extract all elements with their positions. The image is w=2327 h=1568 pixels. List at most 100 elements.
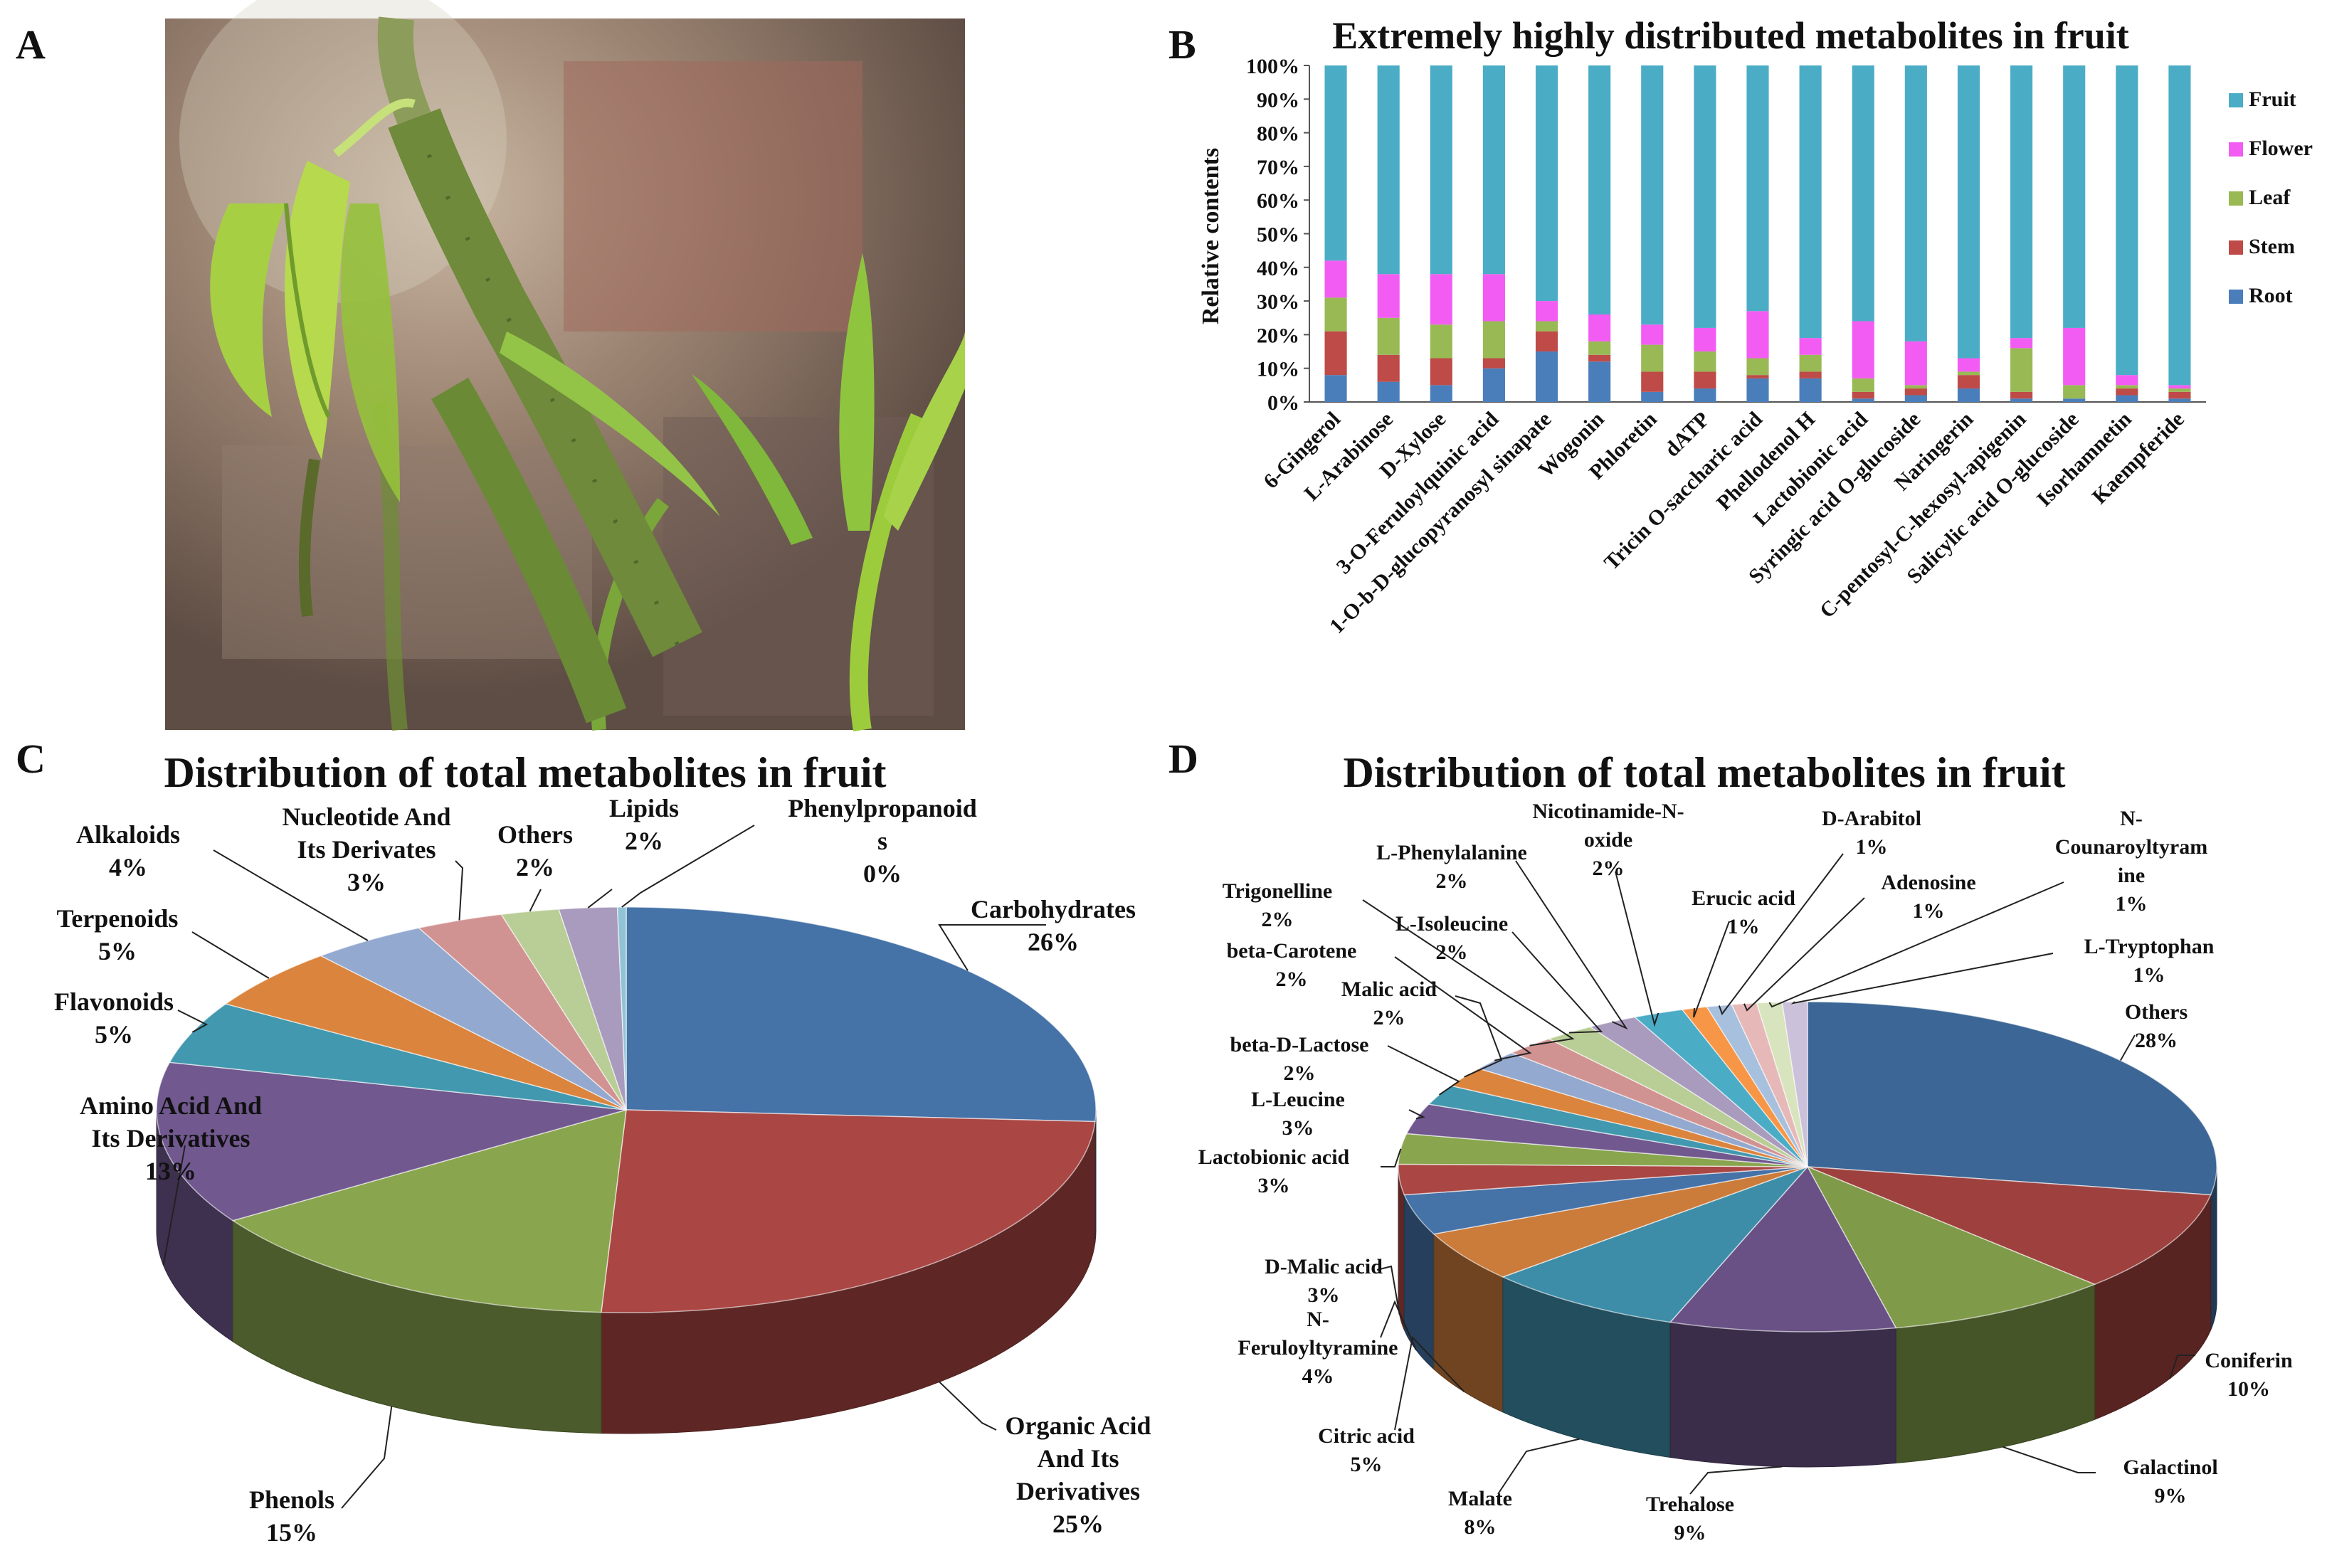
pie-label-text: 8% [1465, 1515, 1497, 1539]
bar-phellodenol-h-stem [1799, 371, 1822, 378]
pie-label-text: 1% [1913, 899, 1945, 923]
pie-label: Citric acid 5% [1318, 1335, 1465, 1476]
pie-label-text: 5% [95, 1020, 133, 1049]
leader-line [1362, 899, 1575, 1047]
pie-label-text: N- [1307, 1308, 1329, 1331]
leader-line [1455, 995, 1503, 1078]
bar-d-xylose-flower [1430, 274, 1452, 325]
bar-wogonin-leaf [1588, 341, 1611, 355]
bar-1-o-b-d-glucopyranosyl-sinapate-flower [1535, 301, 1558, 322]
bar-salicylic-acid-o-glucoside-root [2063, 398, 2086, 402]
pie-label: Lactobionic acid 3% [1198, 1145, 1402, 1197]
bar-1-o-b-d-glucopyranosyl-sinapate-stem [1535, 331, 1558, 352]
leader-line [1376, 1265, 1400, 1315]
pie-label: beta-D-Lactose 2% [1230, 1033, 1460, 1096]
pie-slice-amino-acid-and-its-derivatives [156, 1061, 627, 1222]
pie-label-text: 2% [1593, 857, 1625, 880]
leader-line [191, 931, 270, 979]
pie-label-text: Malic acid [1341, 978, 1437, 1001]
bar-c-pentosyl-c-hexosyl-apigenin-flower [2010, 338, 2033, 349]
chart-b-ylabel: Relative contents [1198, 148, 1224, 324]
bar-phellodenol-h-flower [1799, 338, 1822, 355]
pie-label-text: D-Malic acid [1265, 1255, 1383, 1278]
pie-label-text: beta-Carotene [1227, 939, 1357, 963]
legend-swatch-flower [2229, 142, 2243, 157]
bar-phloretin-fruit [1641, 65, 1664, 325]
pie-chart-c: Distribution of total metabolites in fru… [54, 749, 1151, 1547]
pie-slice-carbohydrates [626, 906, 1097, 1123]
pie-label: Nucleotide And Its Derivates 3% [282, 802, 464, 921]
pie-label-text: 4% [1302, 1365, 1334, 1388]
y-tick-label: 70% [1257, 156, 1299, 179]
pie-label-text: Feruloyltyramine [1238, 1336, 1398, 1360]
pie-label-text: Terpenoids [57, 904, 179, 933]
pie-slice-flavonoids [169, 1003, 627, 1111]
bar-syringic-acid-o-glucoside-root [1904, 395, 1927, 402]
pie-label-text: Organic Acid [1006, 1411, 1151, 1440]
bar-6-gingerol-root [1324, 375, 1347, 402]
bar-kaempferide-fruit [2168, 65, 2191, 386]
bar-lactobionic-acid-root [1852, 398, 1874, 402]
pie-label: Erucic acid 1% [1692, 886, 1795, 1018]
pie-label-text: Others [497, 820, 573, 849]
bar-phellodenol-h-root [1799, 378, 1822, 402]
pie-label-text: Derivatives [1016, 1477, 1140, 1505]
pie-slice-trehalose [1669, 1165, 1897, 1333]
legend-label-leaf: Leaf [2249, 186, 2291, 209]
bar-datp-leaf [1694, 351, 1716, 372]
pie-label-text: 2% [1436, 869, 1468, 893]
leader-line [587, 889, 613, 909]
pie-label: L-Tryptophan 1% [1790, 935, 2215, 1005]
leader-line [939, 1381, 997, 1431]
bar-tricin-o-saccharic-acid-flower [1746, 311, 1769, 359]
bar-l-arabinose-fruit [1377, 65, 1400, 275]
pie-label-text: Carbohydrates [971, 895, 1136, 923]
pie-label-text: 5% [98, 937, 137, 965]
pie-label-text: 10% [2227, 1377, 2270, 1401]
y-tick-label: 40% [1257, 257, 1299, 280]
leader-line [1394, 956, 1532, 1061]
bar-syringic-acid-o-glucoside-fruit [1904, 65, 1927, 341]
bar-syringic-acid-o-glucoside-leaf [1904, 385, 1927, 389]
bar-lactobionic-acid-flower [1852, 321, 1874, 378]
pie-label: D-Malic acid 3% [1265, 1255, 1400, 1315]
leader-line [1689, 1466, 1783, 1495]
bar-syringic-acid-o-glucoside-stem [1904, 388, 1927, 396]
bar-6-gingerol-fruit [1324, 65, 1347, 261]
bar-phloretin-stem [1641, 371, 1664, 392]
pie-label: Adenosine 1% [1743, 871, 1976, 1012]
bar-datp-flower [1694, 327, 1716, 352]
x-tick-label: Kaempferide [2088, 408, 2189, 509]
pie-label: Trigonelline 2% [1223, 879, 1575, 1047]
bar-3-o-feruloylquinic-acid-stem [1482, 358, 1505, 369]
chart-b-title: Extremely highly distributed metabolites… [1332, 14, 2128, 57]
pie-label-text: Phenols [249, 1485, 334, 1514]
pie-slice-malate [1501, 1166, 1808, 1323]
pie-side-trehalose [1669, 1321, 1896, 1468]
pie-label: L-Leucine 3% [1251, 1088, 1425, 1140]
bar-syringic-acid-o-glucoside-flower [1904, 341, 1927, 386]
bar-d-xylose-fruit [1430, 65, 1452, 275]
pie-label-text: Galactinol [2123, 1456, 2217, 1479]
pie-slice-phenylpropanoids [616, 906, 627, 1111]
legend-label-fruit: Fruit [2249, 88, 2296, 111]
bar-1-o-b-d-glucopyranosyl-sinapate-leaf [1535, 321, 1558, 332]
pie-label: D-Arabitol 1% [1718, 807, 1921, 1016]
leader-line [1515, 860, 1628, 1030]
pie-slice-others [1807, 1001, 2217, 1196]
bar-datp-fruit [1694, 65, 1716, 328]
bar-c-pentosyl-c-hexosyl-apigenin-leaf [2010, 348, 2033, 392]
pie-label-text: Erucic acid [1692, 886, 1795, 910]
pie-label: Amino Acid And Its Derivatives 13% [80, 1091, 262, 1266]
pie-label-text: 2% [625, 827, 663, 855]
pie-label-text: 2% [1276, 968, 1308, 991]
leader-line [455, 860, 464, 921]
bar-isorhamnetin-fruit [2116, 65, 2138, 376]
bar-tricin-o-saccharic-acid-root [1746, 378, 1769, 402]
leader-line [341, 1406, 393, 1509]
bar-salicylic-acid-o-glucoside-flower [2063, 327, 2086, 386]
legend-swatch-stem [2229, 240, 2243, 255]
bar-3-o-feruloylquinic-acid-fruit [1482, 65, 1505, 275]
pie-label-text: Lipids [609, 794, 679, 822]
